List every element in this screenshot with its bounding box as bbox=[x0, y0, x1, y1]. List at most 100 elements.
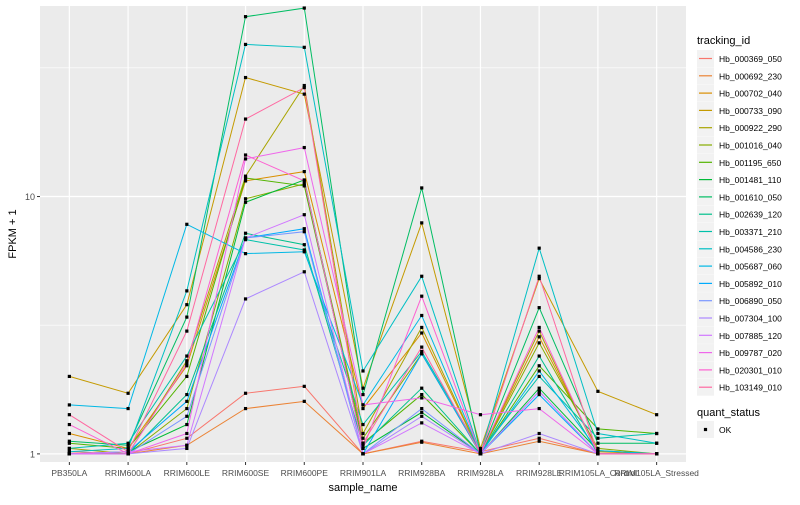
data-point bbox=[243, 75, 248, 80]
data-point bbox=[243, 179, 248, 183]
data-point bbox=[126, 443, 130, 447]
data-point bbox=[185, 431, 189, 436]
data-point bbox=[596, 427, 600, 431]
data-point bbox=[361, 406, 365, 411]
data-point bbox=[243, 236, 248, 240]
data-point bbox=[185, 374, 189, 379]
legend-label: Hb_103149_010 bbox=[719, 383, 782, 393]
data-point bbox=[243, 15, 248, 19]
x-tick-label: PB350LA bbox=[51, 468, 87, 478]
data-point bbox=[185, 359, 189, 363]
x-axis-label: sample_name bbox=[328, 482, 397, 494]
data-point bbox=[420, 331, 424, 335]
x-tick-label: RRIM901LA bbox=[340, 468, 387, 478]
data-point bbox=[420, 414, 424, 418]
data-point bbox=[537, 364, 541, 368]
data-point bbox=[185, 446, 189, 451]
data-point bbox=[537, 439, 541, 443]
data-point bbox=[243, 200, 248, 204]
data-point bbox=[243, 174, 248, 178]
data-point bbox=[420, 406, 424, 411]
data-point bbox=[420, 294, 424, 298]
data-point bbox=[185, 354, 189, 358]
legend-label: Hb_001610_050 bbox=[719, 192, 782, 202]
data-point bbox=[537, 329, 541, 333]
legend-label: Hb_001016_040 bbox=[719, 141, 782, 151]
legend-items: Hb_000369_050 Hb_000692_230 Hb_000702_040 H… bbox=[697, 50, 782, 396]
data-point bbox=[596, 452, 600, 456]
legend-label: Hb_001481_110 bbox=[719, 175, 782, 185]
data-point bbox=[361, 452, 365, 456]
data-point bbox=[302, 250, 306, 254]
data-point bbox=[243, 238, 248, 242]
y-tick-label: 10 bbox=[25, 192, 35, 202]
data-point bbox=[302, 399, 306, 403]
legend-label: Hb_005687_060 bbox=[719, 262, 782, 272]
data-point bbox=[596, 436, 600, 440]
data-point bbox=[361, 369, 365, 373]
data-point bbox=[185, 222, 189, 226]
data-point bbox=[243, 391, 248, 395]
data-point bbox=[361, 441, 365, 445]
data-point bbox=[67, 439, 71, 443]
data-point bbox=[185, 406, 189, 411]
data-point bbox=[420, 186, 424, 190]
data-point bbox=[655, 452, 659, 456]
data-point bbox=[185, 289, 189, 293]
data-point bbox=[537, 246, 541, 250]
x-axis: PB350LA RRIM600LA RRIM600LE RRIM600SE RRIM60… bbox=[51, 462, 699, 478]
data-point bbox=[302, 227, 306, 231]
legend-label: Hb_000922_290 bbox=[719, 123, 782, 133]
data-point bbox=[302, 86, 306, 90]
x-tick-label: RRIM600LA bbox=[105, 468, 152, 478]
data-point bbox=[537, 341, 541, 345]
data-point bbox=[302, 270, 306, 274]
x-tick-label: RRIM928BA bbox=[398, 468, 446, 478]
data-point bbox=[420, 421, 424, 425]
data-point bbox=[185, 329, 189, 333]
data-point bbox=[243, 153, 248, 157]
data-point bbox=[361, 386, 365, 390]
data-point bbox=[302, 45, 306, 49]
data-point bbox=[67, 450, 71, 454]
legend: tracking_id Hb_000369_050Hb_000692_230Hb… bbox=[697, 35, 782, 438]
data-point bbox=[420, 396, 424, 400]
data-point bbox=[185, 443, 189, 447]
data-point bbox=[361, 403, 365, 407]
x-tick-label: RRIM600SE bbox=[222, 468, 270, 478]
legend-label: Hb_000733_090 bbox=[719, 106, 782, 116]
data-point bbox=[243, 176, 248, 180]
legend-label: Hb_000692_230 bbox=[719, 71, 782, 81]
data-point bbox=[478, 446, 483, 451]
data-point bbox=[361, 446, 365, 451]
data-point bbox=[596, 446, 600, 451]
data-point bbox=[243, 252, 248, 256]
data-point bbox=[302, 83, 306, 88]
data-point bbox=[537, 406, 541, 411]
data-point bbox=[537, 386, 541, 390]
data-point bbox=[185, 303, 189, 307]
data-point bbox=[67, 374, 71, 379]
data-point bbox=[420, 274, 424, 278]
data-point bbox=[302, 230, 306, 234]
x-tick-label: RRIM105LA_Stressed bbox=[614, 468, 699, 478]
data-point bbox=[478, 450, 483, 454]
legend-label: Hb_003371_210 bbox=[719, 227, 782, 237]
data-point bbox=[361, 392, 365, 397]
data-point bbox=[537, 274, 541, 278]
data-point bbox=[185, 392, 189, 397]
data-point bbox=[185, 399, 189, 403]
x-tick-label: RRIM600PE bbox=[281, 468, 329, 478]
legend-label: Hb_020301_010 bbox=[719, 365, 782, 375]
data-point bbox=[537, 374, 541, 379]
data-point bbox=[596, 431, 600, 436]
data-point bbox=[67, 452, 71, 456]
data-point bbox=[302, 243, 306, 247]
data-point bbox=[655, 431, 659, 436]
legend-label: Hb_001195_650 bbox=[719, 158, 782, 168]
legend-label: Hb_005892_010 bbox=[719, 279, 782, 289]
data-point bbox=[302, 384, 306, 388]
legend-label: Hb_007304_100 bbox=[719, 314, 782, 324]
legend-label: Hb_004586_230 bbox=[719, 244, 782, 254]
